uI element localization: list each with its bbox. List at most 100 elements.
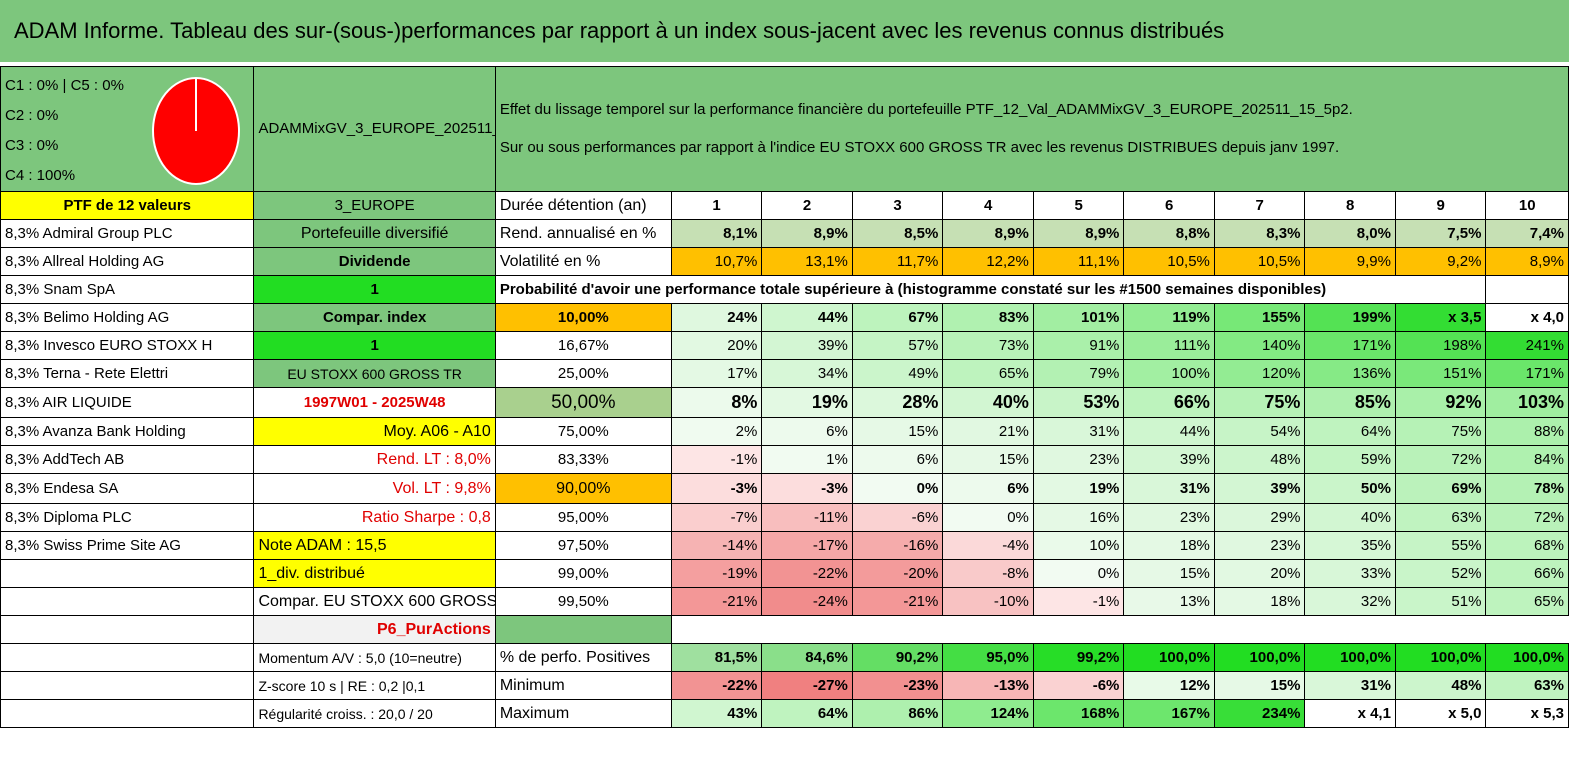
- sharpe-label: Ratio Sharpe : 0,8: [253, 503, 496, 532]
- flag-value: 1: [253, 331, 496, 360]
- year-header: 4: [942, 191, 1034, 220]
- prob-value: 50%: [1304, 473, 1396, 504]
- prob-percentile: 10,00%: [494, 303, 672, 332]
- minimum-value: -27%: [761, 671, 853, 700]
- minimum-value: 63%: [1485, 671, 1569, 700]
- rend-value: 8,8%: [1123, 219, 1215, 248]
- prob-value: 65%: [1485, 587, 1569, 616]
- prob-percentile: 25,00%: [494, 359, 672, 388]
- prob-value: 6%: [851, 445, 944, 474]
- prob-value: 19%: [761, 387, 853, 418]
- prob-value: 18%: [1123, 531, 1215, 560]
- prob-value: 85%: [1304, 387, 1396, 418]
- zscore-label: Z-score 10 s | RE : 0,2 |0,1: [253, 671, 496, 700]
- prob-percentile: 99,00%: [494, 559, 672, 588]
- prob-value: 44%: [1123, 417, 1215, 446]
- rend-value: 8,9%: [942, 219, 1034, 248]
- positives-value: 100,0%: [1213, 643, 1306, 672]
- prob-value: 1%: [761, 445, 853, 474]
- prob-value: 20%: [670, 331, 763, 360]
- period-label: 1997W01 - 2025W48: [253, 387, 496, 418]
- duration-label: Durée détention (an): [494, 191, 672, 220]
- prob-value: 51%: [1394, 587, 1487, 616]
- maximum-value: 43%: [670, 699, 763, 728]
- prob-value: 28%: [851, 387, 944, 418]
- moy-label: Moy. A06 - A10: [253, 417, 496, 446]
- positives-value: 100,0%: [1394, 643, 1487, 672]
- prob-value: -4%: [942, 531, 1034, 560]
- prob-value: 103%: [1485, 387, 1569, 418]
- prob-value: 100%: [1123, 359, 1215, 388]
- dividend-type-label: 1_div. distribué: [253, 559, 496, 588]
- positives-value: 81,5%: [670, 643, 763, 672]
- minimum-value: -23%: [851, 671, 944, 700]
- year-header: 1: [670, 191, 763, 220]
- holding-item: 8,3% Terna - Rete Elettri: [0, 359, 255, 388]
- prob-value: 23%: [1032, 445, 1125, 474]
- prob-value: 31%: [1032, 417, 1125, 446]
- prob-row: 8,3% Terna - Rete Elettri EU STOXX 600 G…: [0, 359, 1569, 388]
- maximum-value: 124%: [942, 699, 1034, 728]
- holding-item: 8,3% Diploma PLC: [0, 503, 255, 532]
- prob-value: 17%: [670, 359, 763, 388]
- prob-value: 31%: [1123, 473, 1215, 504]
- momentum-label: Momentum A/V : 5,0 (10=neutre): [253, 643, 496, 672]
- holding-item: 8,3% Admiral Group PLC: [0, 219, 255, 248]
- prob-value: 88%: [1485, 417, 1569, 446]
- maximum-value: 167%: [1123, 699, 1215, 728]
- minimum-value: -6%: [1032, 671, 1125, 700]
- prob-row: 8,3% Belimo Holding AG Compar. index 10,…: [0, 303, 1569, 332]
- prob-value: 2%: [670, 417, 763, 446]
- compar-long-label: Compar. EU STOXX 600 GROSS TR: [253, 587, 496, 616]
- rend-row: 8,3% Admiral Group PLC Portefeuille dive…: [0, 219, 1569, 248]
- positives-value: 100,0%: [1485, 643, 1569, 672]
- positives-value: 100,0%: [1123, 643, 1215, 672]
- cap-line: C1 : 0% | C5 : 0%: [5, 77, 124, 94]
- minimum-value: -22%: [670, 671, 763, 700]
- vol-value: 9,9%: [1304, 247, 1396, 276]
- prob-value: -21%: [670, 587, 763, 616]
- holding-item: 8,3% Snam SpA: [0, 275, 255, 304]
- prob-value: 241%: [1485, 331, 1569, 360]
- cap-line: C4 : 100%: [5, 167, 76, 184]
- prob-value: 79%: [1032, 359, 1125, 388]
- vol-row: 8,3% Allreal Holding AG Dividende Volati…: [0, 247, 1569, 276]
- rend-value: 8,9%: [1032, 219, 1125, 248]
- prob-value: 6%: [942, 473, 1034, 504]
- prob-value: 75%: [1213, 387, 1306, 418]
- prob-value: 15%: [851, 417, 944, 446]
- rend-value: 7,5%: [1394, 219, 1487, 248]
- cap-line: C2 : 0%: [5, 107, 59, 124]
- prob-header: Probabilité d'avoir une performance tota…: [494, 275, 1487, 304]
- holding-item: 8,3% Invesco EURO STOXX H: [0, 331, 255, 360]
- index-name: EU STOXX 600 GROSS TR: [253, 359, 496, 388]
- holding-item: 8,3% Belimo Holding AG: [0, 303, 255, 332]
- holding-item: 8,3% Swiss Prime Site AG: [0, 531, 255, 560]
- prob-value: 23%: [1213, 531, 1306, 560]
- positives-label: % de perfo. Positives: [494, 643, 672, 672]
- year-header: 5: [1032, 191, 1125, 220]
- empty-cell: [1485, 275, 1569, 304]
- diversified-label: Portefeuille diversifié: [253, 219, 496, 248]
- prob-value: -22%: [761, 559, 853, 588]
- year-header: 10: [1485, 191, 1569, 220]
- prob-row: 1_div. distribué 99,00% -19% -22% -20% -…: [0, 559, 1569, 588]
- prob-value: 83%: [942, 303, 1034, 332]
- prob-value: 15%: [1123, 559, 1215, 588]
- prob-value: -6%: [851, 503, 944, 532]
- prob-value: 10%: [1032, 531, 1125, 560]
- prob-value: 16%: [1032, 503, 1125, 532]
- prob-percentile: 99,50%: [494, 587, 672, 616]
- portfolio-name: ADAMMixGV_3_EUROPE_202511_15_5p2: [253, 66, 496, 192]
- prob-value: -14%: [670, 531, 763, 560]
- year-header: 6: [1123, 191, 1215, 220]
- vol-value: 8,9%: [1485, 247, 1569, 276]
- rend-value: 8,1%: [670, 219, 763, 248]
- prob-value: 55%: [1394, 531, 1487, 560]
- prob-value: -17%: [761, 531, 853, 560]
- prob-value: 72%: [1485, 503, 1569, 532]
- rend-lt-label: Rend. LT : 8,0%: [253, 445, 496, 474]
- strategy-row: P6_PurActions: [0, 615, 1569, 644]
- prob-value: -8%: [942, 559, 1034, 588]
- empty-cell: [0, 643, 255, 672]
